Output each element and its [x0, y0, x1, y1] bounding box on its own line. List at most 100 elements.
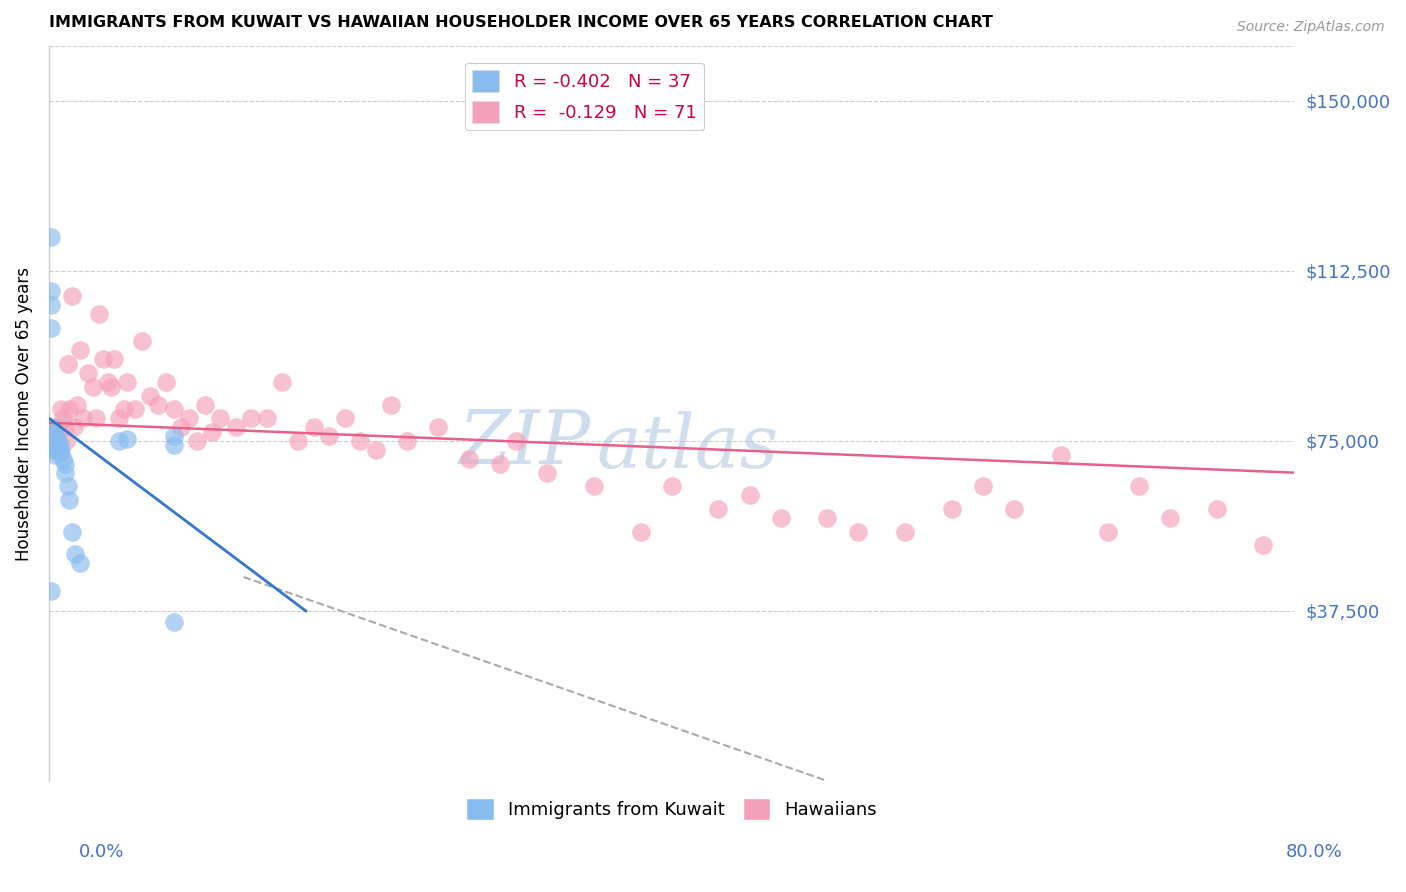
Point	[93, 352, 115, 367]
Point	[108, 434, 131, 448]
Point	[60, 524, 83, 539]
Point	[45, 434, 67, 449]
Point	[115, 375, 138, 389]
Point	[162, 402, 184, 417]
Point	[44, 438, 66, 452]
Point	[42, 432, 65, 446]
Point	[41, 420, 63, 434]
Point	[848, 524, 870, 539]
Point	[380, 398, 402, 412]
Point	[45, 442, 67, 457]
Point	[46, 420, 69, 434]
Point	[97, 375, 120, 389]
Point	[302, 420, 325, 434]
Point	[738, 488, 761, 502]
Point	[42, 425, 65, 439]
Point	[349, 434, 371, 448]
Point	[49, 438, 72, 452]
Point	[53, 466, 76, 480]
Text: IMMIGRANTS FROM KUWAIT VS HAWAIIAN HOUSEHOLDER INCOME OVER 65 YEARS CORRELATION : IMMIGRANTS FROM KUWAIT VS HAWAIIAN HOUSE…	[49, 15, 993, 30]
Point	[58, 402, 80, 417]
Point	[582, 479, 605, 493]
Point	[1050, 448, 1073, 462]
Point	[51, 445, 73, 459]
Point	[256, 411, 278, 425]
Point	[815, 511, 838, 525]
Point	[1251, 538, 1274, 552]
Y-axis label: Householder Income Over 65 years: Householder Income Over 65 years	[15, 267, 32, 561]
Point	[364, 442, 387, 457]
Point	[1128, 479, 1150, 493]
Text: 0.0%: 0.0%	[79, 843, 124, 861]
Point	[52, 452, 75, 467]
Point	[1002, 502, 1025, 516]
Point	[69, 557, 91, 571]
Point	[100, 379, 122, 393]
Point	[162, 438, 184, 452]
Point	[44, 429, 66, 443]
Point	[42, 436, 65, 450]
Point	[53, 420, 76, 434]
Text: ZIP: ZIP	[458, 407, 591, 479]
Point	[194, 398, 217, 412]
Point	[941, 502, 963, 516]
Point	[77, 366, 100, 380]
Point	[44, 448, 66, 462]
Point	[41, 442, 63, 457]
Point	[124, 402, 146, 417]
Point	[170, 420, 193, 434]
Point	[1097, 524, 1119, 539]
Point	[395, 434, 418, 448]
Point	[87, 307, 110, 321]
Point	[155, 375, 177, 389]
Point	[84, 411, 107, 425]
Point	[112, 402, 135, 417]
Point	[66, 398, 89, 412]
Point	[1205, 502, 1227, 516]
Point	[53, 457, 76, 471]
Point	[661, 479, 683, 493]
Point	[60, 289, 83, 303]
Point	[333, 411, 356, 425]
Text: atlas: atlas	[598, 410, 779, 483]
Point	[225, 420, 247, 434]
Point	[58, 492, 80, 507]
Point	[271, 375, 294, 389]
Point	[51, 402, 73, 417]
Point	[318, 429, 340, 443]
Point	[972, 479, 994, 493]
Point	[69, 343, 91, 358]
Point	[46, 436, 69, 450]
Point	[458, 452, 481, 467]
Point	[39, 298, 62, 312]
Point	[536, 466, 558, 480]
Point	[186, 434, 208, 448]
Point	[56, 479, 79, 493]
Point	[49, 442, 72, 457]
Point	[55, 434, 77, 448]
Point	[131, 334, 153, 348]
Point	[489, 457, 512, 471]
Text: Source: ZipAtlas.com: Source: ZipAtlas.com	[1237, 20, 1385, 34]
Point	[39, 285, 62, 299]
Point	[44, 434, 66, 448]
Point	[769, 511, 792, 525]
Legend: Immigrants from Kuwait, Hawaiians: Immigrants from Kuwait, Hawaiians	[460, 790, 884, 827]
Point	[162, 429, 184, 443]
Point	[209, 411, 232, 425]
Point	[63, 420, 86, 434]
Point	[56, 357, 79, 371]
Point	[139, 388, 162, 402]
Point	[41, 434, 63, 448]
Point	[630, 524, 652, 539]
Point	[287, 434, 309, 448]
Point	[39, 230, 62, 244]
Point	[177, 411, 200, 425]
Point	[894, 524, 917, 539]
Point	[201, 425, 224, 439]
Point	[82, 379, 104, 393]
Point	[41, 438, 63, 452]
Point	[103, 352, 125, 367]
Point	[115, 432, 138, 446]
Point	[39, 320, 62, 334]
